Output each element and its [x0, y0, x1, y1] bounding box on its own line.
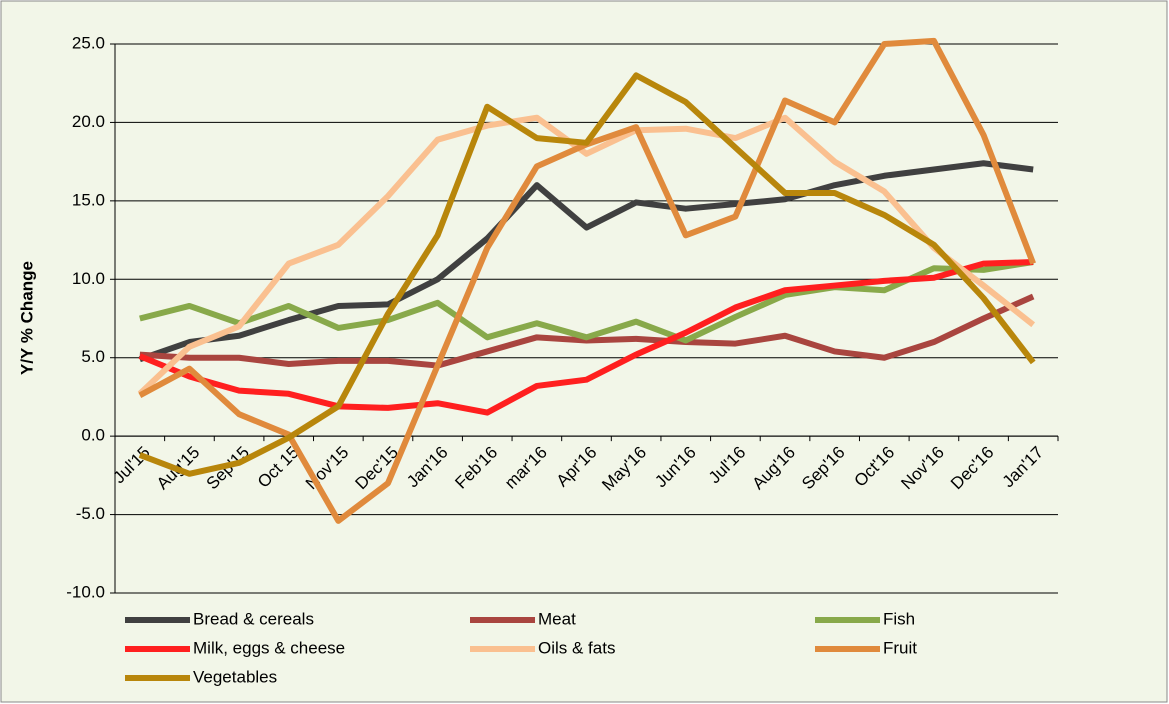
- y-axis-label: Y/Y % Change: [17, 261, 36, 375]
- y-tick-label: -5.0: [76, 504, 105, 523]
- legend-label: Vegetables: [193, 667, 277, 686]
- y-tick-label: -10.0: [66, 582, 105, 601]
- series-line: [137, 114, 1036, 396]
- y-tick-label: 10.0: [72, 269, 105, 288]
- y-tick-label: 5.0: [81, 347, 105, 366]
- legend-label: Fruit: [883, 638, 917, 657]
- legend-label: Oils & fats: [538, 638, 615, 657]
- y-tick-label: 0.0: [81, 426, 105, 445]
- y-tick-label: 25.0: [72, 33, 105, 52]
- series-line: [139, 293, 1035, 369]
- legend-label: Bread & cereals: [193, 609, 314, 628]
- y-tick-label: 15.0: [72, 190, 105, 209]
- legend-label: Milk, eggs & cheese: [193, 638, 345, 657]
- series-line: [138, 160, 1034, 363]
- series-line: [138, 72, 1036, 477]
- y-tick-label: 20.0: [72, 112, 105, 131]
- legend-label: Meat: [538, 609, 576, 628]
- series-line: [138, 259, 1034, 416]
- legend-label: Fish: [883, 609, 915, 628]
- series-line: [139, 259, 1034, 344]
